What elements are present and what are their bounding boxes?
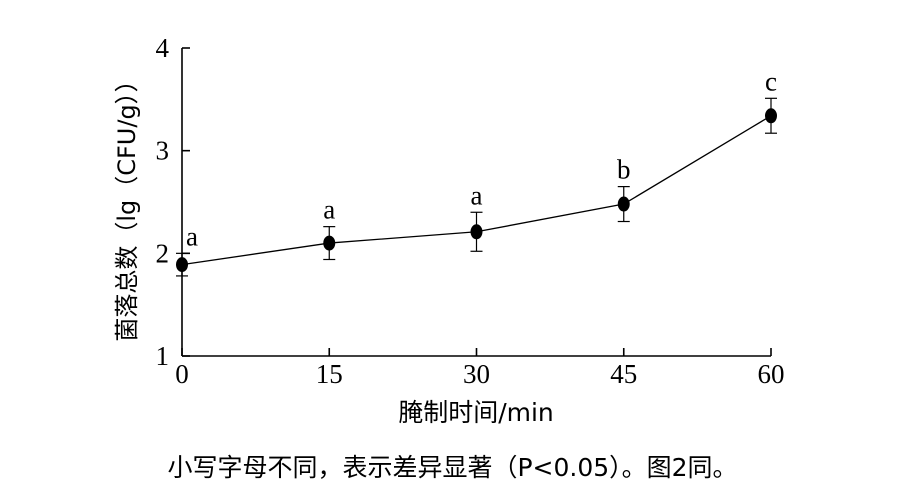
y-tick-label: 4	[156, 33, 170, 63]
x-tick-label: 0	[175, 359, 189, 389]
x-tick-label: 15	[316, 359, 343, 389]
significance-label: b	[617, 155, 631, 185]
x-axis-label: 腌制时间/min	[398, 398, 554, 427]
series: a a a b c	[176, 66, 777, 277]
x-tick-label: 30	[463, 359, 490, 389]
y-axis-label: 菌落总数（lg（CFU/g））	[113, 68, 141, 341]
x-tick-label: 60	[758, 359, 785, 389]
data-point	[323, 235, 336, 251]
chart: 1 2 3 4 0 15 30 45 60 a a a b c 腌制时间/min 菌落总数（lg（CFU…	[113, 33, 785, 427]
significance-label: a	[471, 180, 483, 210]
data-point	[470, 224, 483, 240]
significance-label: c	[765, 66, 777, 96]
y-tick-label: 2	[156, 238, 170, 268]
x-tick-label: 45	[610, 359, 637, 389]
ticks: 1 2 3 4 0 15 30 45 60	[156, 33, 785, 389]
data-point	[176, 257, 188, 273]
y-tick-label: 3	[156, 136, 170, 166]
figure-caption: 小写字母不同，表示差异显著（P<0.05）。图2同。	[167, 453, 738, 482]
y-tick-label: 1	[156, 341, 170, 371]
data-point	[617, 196, 630, 212]
significance-label: a	[323, 195, 335, 225]
data-point	[765, 108, 777, 124]
significance-label: a	[186, 221, 198, 251]
